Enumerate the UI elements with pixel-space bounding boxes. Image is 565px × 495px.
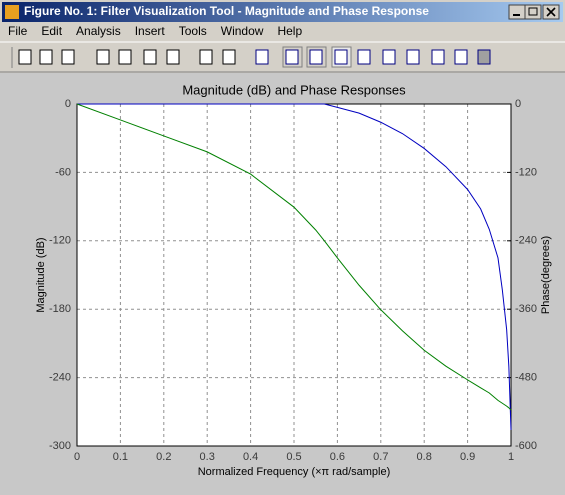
button-icon bbox=[431, 49, 445, 65]
menu-item[interactable]: Help bbox=[277, 24, 302, 38]
window-buttons[interactable] bbox=[508, 4, 560, 20]
x-tick-label: 0.5 bbox=[286, 451, 301, 463]
toolbar-button[interactable] bbox=[406, 49, 420, 65]
x-tick-label: 0.3 bbox=[200, 451, 215, 463]
x-tick-label: 0.2 bbox=[156, 451, 171, 463]
toolbar-button[interactable] bbox=[431, 49, 445, 65]
series-line bbox=[76, 103, 512, 411]
button-icon bbox=[477, 49, 491, 65]
menu-item[interactable]: Insert bbox=[135, 24, 166, 38]
button-icon bbox=[143, 49, 157, 65]
toolbar-button[interactable] bbox=[39, 49, 53, 65]
y2-tick-label: -480 bbox=[515, 372, 537, 384]
toolbar-button[interactable] bbox=[143, 49, 157, 65]
y-tick-label: -120 bbox=[49, 235, 71, 247]
menu-item[interactable]: File bbox=[8, 24, 28, 38]
x-tick-label: 0.8 bbox=[417, 451, 432, 463]
x-tick-label: 0 bbox=[74, 451, 80, 463]
minimize-button[interactable] bbox=[508, 4, 526, 20]
toolbar-button[interactable] bbox=[61, 49, 75, 65]
toolbar-button[interactable] bbox=[477, 49, 491, 65]
y2-tick-label: -120 bbox=[515, 166, 537, 178]
button-icon bbox=[309, 49, 323, 65]
y2-tick-label: -240 bbox=[515, 235, 537, 247]
x-tick-label: 0.6 bbox=[330, 451, 345, 463]
x-tick-label: 0.7 bbox=[373, 451, 388, 463]
button-icon bbox=[39, 49, 53, 65]
menu-bar: File Edit Analysis Insert Tools Window Help bbox=[8, 24, 302, 38]
series-line bbox=[77, 103, 512, 431]
x-tick-label: 0.1 bbox=[113, 451, 128, 463]
y-axis-label: Magnitude (dB) bbox=[35, 237, 47, 312]
x-tick-label: 0.4 bbox=[243, 451, 258, 463]
chart: 0 0.1 0.2 0.3 0.4 0.5 0.6 0.7 0.8 0.9 1 -300 -240 -18… bbox=[35, 82, 552, 477]
toolbar-button[interactable] bbox=[382, 49, 396, 65]
toolbar-button[interactable] bbox=[18, 49, 32, 65]
button-icon bbox=[334, 49, 348, 65]
toolbar-button[interactable] bbox=[96, 49, 110, 65]
x-tick-label: 1 bbox=[508, 451, 514, 463]
toolbar-button[interactable] bbox=[331, 46, 352, 68]
button-icon bbox=[285, 49, 299, 65]
y2-tick-label: -600 bbox=[515, 440, 537, 452]
title-bar bbox=[2, 2, 563, 22]
y-tick-label: 0 bbox=[65, 98, 71, 110]
x-tick-label: 0.9 bbox=[460, 451, 475, 463]
toolbar bbox=[11, 46, 491, 68]
toolbar-button[interactable] bbox=[357, 49, 371, 65]
chart-title: Magnitude (dB) and Phase Responses bbox=[182, 82, 406, 97]
button-icon bbox=[96, 49, 110, 65]
app-icon bbox=[5, 5, 19, 19]
x-axis-label: Normalized Frequency (×π rad/sample) bbox=[198, 466, 391, 478]
button-icon bbox=[118, 49, 132, 65]
button-icon bbox=[61, 49, 75, 65]
menu-item[interactable]: Window bbox=[221, 24, 264, 38]
toolbar-button[interactable] bbox=[454, 49, 468, 65]
button-icon bbox=[18, 49, 32, 65]
y2-tick-label: -360 bbox=[515, 303, 537, 315]
y2-tick-label: 0 bbox=[515, 98, 521, 110]
y-tick-label: -300 bbox=[49, 440, 71, 452]
button-icon bbox=[222, 49, 236, 65]
maximize-button[interactable] bbox=[524, 4, 542, 20]
y2-axis-label: Phase(degrees) bbox=[540, 236, 552, 314]
toolbar-button[interactable] bbox=[199, 49, 213, 65]
toolbar-button[interactable] bbox=[118, 49, 132, 65]
button-icon bbox=[255, 49, 269, 65]
menu-item[interactable]: Edit bbox=[41, 24, 62, 38]
toolbar-button[interactable] bbox=[222, 49, 236, 65]
y-tick-label: -60 bbox=[55, 166, 71, 178]
button-icon bbox=[357, 49, 371, 65]
y-tick-label: -180 bbox=[49, 303, 71, 315]
menu-item[interactable]: Tools bbox=[179, 24, 207, 38]
button-icon bbox=[382, 49, 396, 65]
menu-item[interactable]: Analysis bbox=[76, 24, 121, 38]
y-tick-label: -240 bbox=[49, 372, 71, 384]
maximize-icon bbox=[528, 7, 538, 16]
toolbar-button[interactable] bbox=[306, 46, 327, 68]
window-title: Figure No. 1: Filter Visualization Tool … bbox=[24, 4, 429, 18]
toolbar-button[interactable] bbox=[255, 49, 269, 65]
close-icon bbox=[546, 7, 556, 17]
button-icon bbox=[166, 49, 180, 65]
button-icon bbox=[406, 49, 420, 65]
button-icon bbox=[199, 49, 213, 65]
button-icon bbox=[454, 49, 468, 65]
toolbar-button[interactable] bbox=[166, 49, 180, 65]
toolbar-button[interactable] bbox=[282, 46, 303, 68]
